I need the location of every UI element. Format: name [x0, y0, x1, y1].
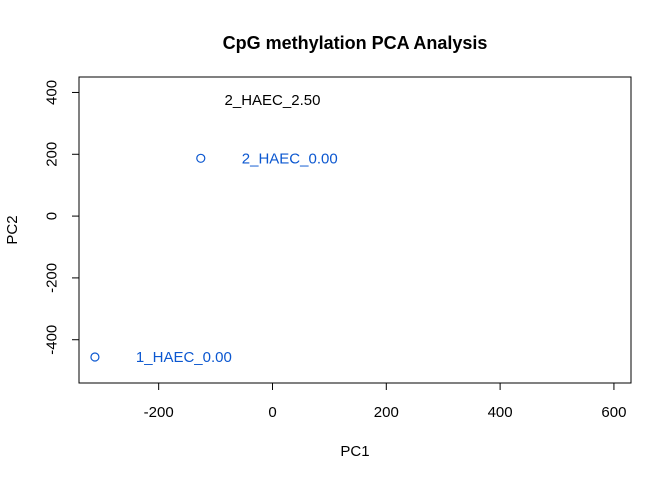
- x-tick-label: 600: [601, 404, 626, 421]
- y-axis-label: PC2: [4, 215, 21, 244]
- x-axis: -200 0 200 400 600: [144, 382, 626, 421]
- y-tick-label: 400: [44, 80, 61, 105]
- x-axis-label: PC1: [340, 443, 369, 460]
- chart-title: CpG methylation PCA Analysis: [223, 33, 488, 53]
- y-tick-label: -400: [44, 325, 61, 355]
- y-tick-label: 0: [44, 212, 61, 220]
- point-labels: 1_HAEC_0.00 2_HAEC_0.00 2_HAEC_2.50: [136, 92, 338, 366]
- point-label: 2_HAEC_0.00: [242, 150, 338, 167]
- y-tick-label: 200: [44, 142, 61, 167]
- x-tick-label: -200: [144, 404, 174, 421]
- annotation-label: 2_HAEC_2.50: [225, 92, 321, 109]
- plot-area-border: [78, 76, 632, 384]
- x-tick-label: 0: [268, 404, 276, 421]
- scatter-point: [196, 153, 206, 163]
- point-label: 1_HAEC_0.00: [136, 349, 232, 366]
- x-tick-label: 400: [488, 404, 513, 421]
- x-tick-label: 200: [374, 404, 399, 421]
- scatter-point: [90, 352, 100, 362]
- y-tick-label: -200: [44, 263, 61, 293]
- data-points: [90, 153, 206, 362]
- y-axis: -400 -200 0 200 400: [44, 80, 80, 355]
